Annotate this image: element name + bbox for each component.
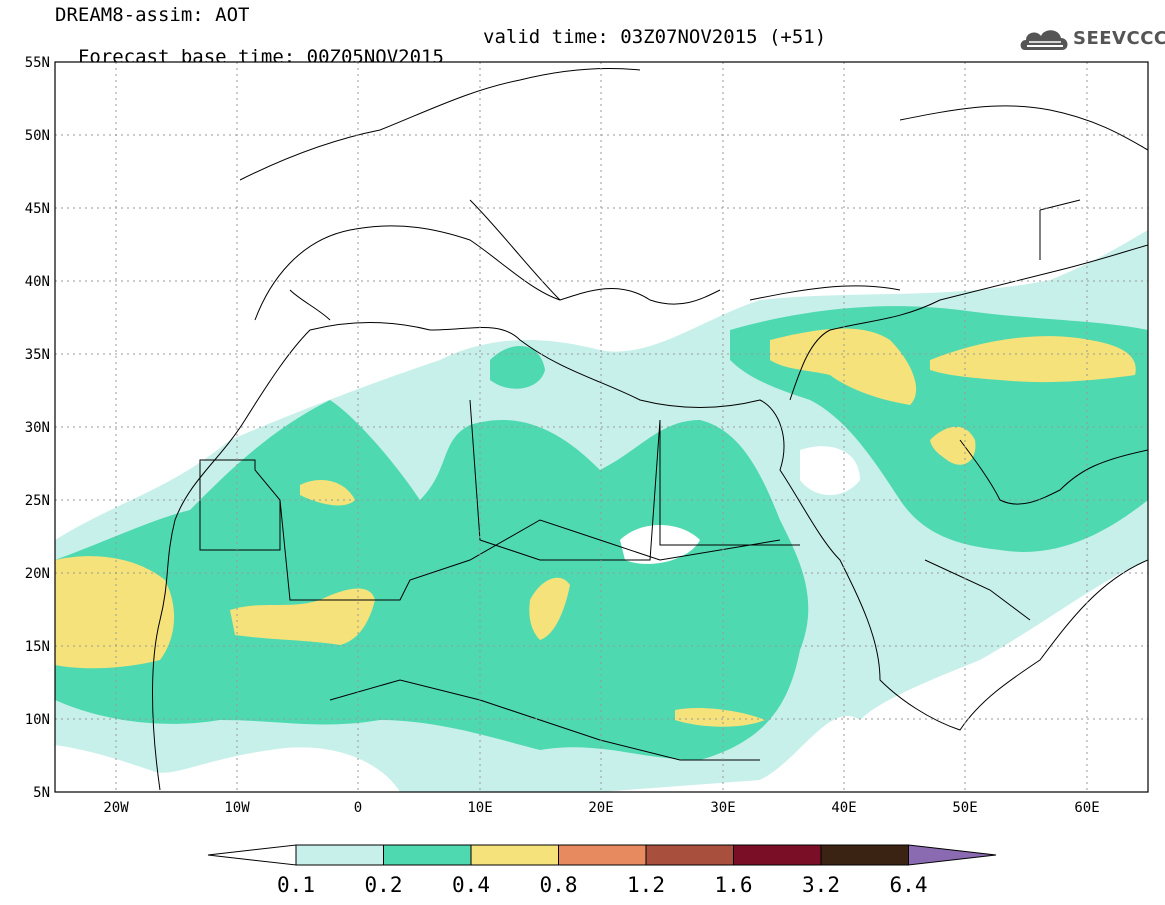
latitude-labels: 55N 50N 45N 40N 35N 30N 25N 20N 15N 10N … bbox=[25, 55, 50, 801]
aot-band-0.4-mesopotamia bbox=[770, 328, 917, 405]
lon-label: 40E bbox=[831, 800, 856, 816]
aot-band-0.2 bbox=[55, 400, 809, 760]
colorbar-segment bbox=[645, 844, 734, 866]
coastlines bbox=[152, 67, 1148, 791]
lon-label: 60E bbox=[1074, 800, 1099, 816]
colorbar-arrow-right bbox=[908, 844, 997, 866]
aot-band-0.2-libya bbox=[490, 346, 545, 389]
colorbar-label: 0.8 bbox=[539, 873, 578, 897]
lat-label: 30N bbox=[25, 420, 50, 436]
aot-band-0.4-iran bbox=[930, 336, 1136, 383]
aot-band-0.4-chad bbox=[529, 577, 570, 640]
logo-text: SEEVCCC bbox=[1073, 28, 1165, 49]
lon-label: 50E bbox=[952, 800, 977, 816]
lat-label: 15N bbox=[25, 639, 50, 655]
aot-band-0.4-sudan bbox=[675, 708, 765, 727]
map-title: DREAM8-assim: AOT bbox=[55, 4, 250, 26]
colorbar-label: 0.1 bbox=[277, 873, 315, 897]
seevccc-logo: SEEVCCC bbox=[1017, 22, 1165, 56]
lat-label: 35N bbox=[25, 347, 50, 363]
colorbar-segment bbox=[733, 844, 822, 866]
lat-lon-grid bbox=[55, 62, 1148, 792]
lat-label: 55N bbox=[25, 55, 50, 71]
lat-label: 40N bbox=[25, 274, 50, 290]
lat-label: 50N bbox=[25, 128, 50, 144]
aot-band-0.4-sahel bbox=[230, 588, 375, 645]
colorbar-label: 0.4 bbox=[452, 873, 490, 897]
colorbar-segment bbox=[383, 844, 472, 866]
aot-shading bbox=[55, 230, 1148, 792]
colorbar-arrow-left bbox=[207, 844, 297, 866]
aot-band-0.4-mali bbox=[300, 480, 355, 506]
colorbar-label: 1.6 bbox=[714, 873, 753, 897]
lat-label: 45N bbox=[25, 201, 50, 217]
aot-band-0.4-gulf bbox=[930, 426, 976, 465]
lon-label: 20E bbox=[588, 800, 613, 816]
aot-band-0.4-west bbox=[55, 556, 175, 669]
colorbar-segment bbox=[820, 844, 909, 866]
valid-time: valid time: 03Z07NOV2015 (+51) bbox=[483, 26, 827, 48]
lat-label: 25N bbox=[25, 493, 50, 509]
lat-label: 5N bbox=[33, 785, 50, 801]
lat-label: 10N bbox=[25, 712, 50, 728]
lon-label: 20W bbox=[103, 800, 129, 816]
longitude-labels: 20W 10W 0 10E 20E 30E 40E 50E 60E bbox=[103, 800, 1099, 816]
colorbar-label: 0.2 bbox=[364, 873, 403, 897]
colorbar-segment bbox=[470, 844, 559, 866]
cloud-logo-icon bbox=[1020, 30, 1068, 50]
lon-label: 30E bbox=[710, 800, 735, 816]
map-frame bbox=[54, 61, 1149, 793]
clear-area-saudi bbox=[800, 446, 860, 495]
lon-label: 0 bbox=[354, 800, 362, 816]
lat-label: 20N bbox=[25, 566, 50, 582]
colorbar-label: 3.2 bbox=[802, 873, 840, 897]
lon-label: 10W bbox=[224, 800, 250, 816]
colorbar bbox=[207, 844, 997, 866]
lon-label: 10E bbox=[467, 800, 492, 816]
colorbar-segment bbox=[295, 844, 384, 866]
colorbar-label: 1.2 bbox=[627, 873, 665, 897]
colorbar-label: 6.4 bbox=[889, 873, 928, 897]
colorbar-segment bbox=[558, 844, 647, 866]
